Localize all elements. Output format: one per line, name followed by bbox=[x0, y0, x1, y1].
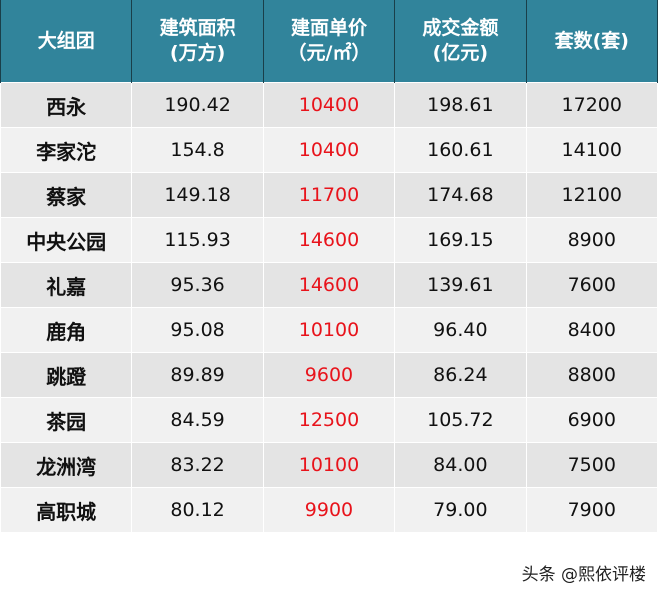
table-row: 西永 190.42 10400 198.61 17200 bbox=[0, 82, 658, 128]
table-cell: 9900 bbox=[262, 487, 396, 533]
table-cell: 7500 bbox=[525, 442, 658, 488]
table-cell: 14600 bbox=[262, 217, 396, 263]
column-header: 成交金额 (亿元) bbox=[394, 0, 527, 83]
table-row: 中央公园 115.93 14600 169.15 8900 bbox=[0, 217, 658, 263]
table-row: 茶园 84.59 12500 105.72 6900 bbox=[0, 397, 658, 443]
table-cell: 6900 bbox=[525, 397, 658, 443]
table-cell: 10100 bbox=[262, 307, 396, 353]
table-cell: 17200 bbox=[525, 82, 658, 128]
table-cell: 84.00 bbox=[394, 442, 527, 488]
table-cell: 跳蹬 bbox=[0, 352, 133, 398]
table-row: 高职城 80.12 9900 79.00 7900 bbox=[0, 487, 658, 533]
table-cell: 83.22 bbox=[131, 442, 264, 488]
table-cell: 7600 bbox=[525, 262, 658, 308]
table-cell: 174.68 bbox=[394, 172, 527, 218]
table-cell: 9600 bbox=[262, 352, 396, 398]
table-cell: 8400 bbox=[525, 307, 658, 353]
table-cell: 中央公园 bbox=[0, 217, 133, 263]
table-cell: 礼嘉 bbox=[0, 262, 133, 308]
table-cell: 96.40 bbox=[394, 307, 527, 353]
column-header: 套数(套) bbox=[525, 0, 658, 83]
header-row: 大组团 建筑面积 (万方) 建面单价 （元/㎡） 成交金额 (亿元) 套数(套) bbox=[0, 0, 658, 83]
table-cell: 鹿角 bbox=[0, 307, 133, 353]
table-row: 李家沱 154.8 10400 160.61 14100 bbox=[0, 127, 658, 173]
table-cell: 139.61 bbox=[394, 262, 527, 308]
table-cell: 西永 bbox=[0, 82, 133, 128]
table-cell: 198.61 bbox=[394, 82, 527, 128]
table-cell: 11700 bbox=[262, 172, 396, 218]
watermark: 头条 @熙依评楼 bbox=[521, 565, 646, 585]
table-row: 龙洲湾 83.22 10100 84.00 7500 bbox=[0, 442, 658, 488]
table-cell: 86.24 bbox=[394, 352, 527, 398]
table-cell: 149.18 bbox=[131, 172, 264, 218]
table-cell: 169.15 bbox=[394, 217, 527, 263]
table-cell: 7900 bbox=[525, 487, 658, 533]
table-cell: 89.89 bbox=[131, 352, 264, 398]
table-row: 蔡家 149.18 11700 174.68 12100 bbox=[0, 172, 658, 218]
table-cell: 160.61 bbox=[394, 127, 527, 173]
table-cell: 蔡家 bbox=[0, 172, 133, 218]
table-cell: 12100 bbox=[525, 172, 658, 218]
table-cell: 79.00 bbox=[394, 487, 527, 533]
table-cell: 10100 bbox=[262, 442, 396, 488]
table-row: 鹿角 95.08 10100 96.40 8400 bbox=[0, 307, 658, 353]
table-cell: 105.72 bbox=[394, 397, 527, 443]
table-cell: 14100 bbox=[525, 127, 658, 173]
table-cell: 95.08 bbox=[131, 307, 264, 353]
table-cell: 154.8 bbox=[131, 127, 264, 173]
column-header: 建筑面积 (万方) bbox=[131, 0, 264, 83]
table-cell: 10400 bbox=[262, 127, 396, 173]
table-cell: 茶园 bbox=[0, 397, 133, 443]
column-header: 建面单价 （元/㎡） bbox=[262, 0, 396, 83]
table-cell: 80.12 bbox=[131, 487, 264, 533]
table-cell: 8900 bbox=[525, 217, 658, 263]
table-cell: 李家沱 bbox=[0, 127, 133, 173]
table-row: 跳蹬 89.89 9600 86.24 8800 bbox=[0, 352, 658, 398]
table-cell: 12500 bbox=[262, 397, 396, 443]
table-cell: 龙洲湾 bbox=[0, 442, 133, 488]
table-cell: 95.36 bbox=[131, 262, 264, 308]
table-cell: 8800 bbox=[525, 352, 658, 398]
table-row: 礼嘉 95.36 14600 139.61 7600 bbox=[0, 262, 658, 308]
table-cell: 115.93 bbox=[131, 217, 264, 263]
table-cell: 190.42 bbox=[131, 82, 264, 128]
data-table: 大组团 建筑面积 (万方) 建面单价 （元/㎡） 成交金额 (亿元) 套数(套) 西永 1… bbox=[0, 0, 658, 533]
table-cell: 84.59 bbox=[131, 397, 264, 443]
column-header: 大组团 bbox=[0, 0, 133, 83]
table-cell: 高职城 bbox=[0, 487, 133, 533]
table-cell: 14600 bbox=[262, 262, 396, 308]
table-cell: 10400 bbox=[262, 82, 396, 128]
